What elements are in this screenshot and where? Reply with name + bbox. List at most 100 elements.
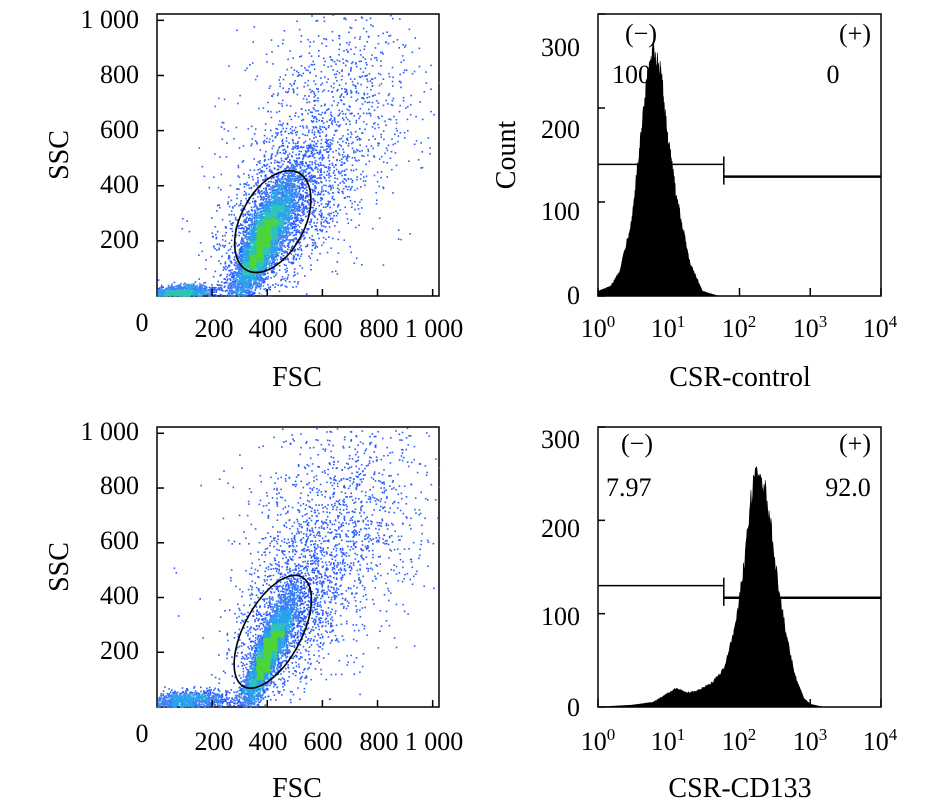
- scatter-point: [319, 174, 321, 176]
- scatter-point: [245, 277, 247, 280]
- scatter-point: [340, 172, 342, 174]
- scatter-point: [280, 130, 283, 132]
- scatter-point: [270, 156, 273, 159]
- scatter-point: [254, 289, 256, 292]
- scatter-point: [269, 202, 271, 204]
- scatter-point: [325, 128, 327, 131]
- scatter-point: [235, 234, 238, 236]
- scatter-point: [291, 178, 294, 180]
- scatter-point: [157, 295, 160, 297]
- scatter-point: [328, 169, 331, 172]
- scatter-point: [387, 103, 389, 105]
- scatter-point: [284, 246, 286, 248]
- scatter-point: [267, 212, 270, 215]
- scatter-point: [233, 138, 235, 140]
- scatter-point: [300, 222, 302, 224]
- scatter-point: [300, 249, 303, 252]
- scatter-point: [327, 90, 330, 92]
- scatter-point: [336, 212, 339, 215]
- scatter-point: [224, 240, 227, 243]
- scatter-point: [242, 233, 245, 235]
- scatter-point: [312, 209, 315, 212]
- scatter-point: [308, 180, 311, 182]
- scatter-point: [302, 133, 304, 136]
- scatter-point: [314, 167, 316, 170]
- scatter-point: [205, 290, 207, 293]
- scatter-point: [365, 163, 367, 166]
- scatter-point: [243, 185, 246, 188]
- scatter-point: [304, 200, 306, 202]
- scatter-point: [344, 113, 347, 115]
- scatter-point: [296, 164, 299, 166]
- scatter-point: [252, 227, 255, 229]
- scatter-point: [285, 91, 287, 93]
- scatter-point: [233, 214, 235, 216]
- scatter-point: [344, 17, 346, 19]
- scatter-point: [251, 220, 254, 223]
- scatter-point: [294, 142, 297, 145]
- scatter-point: [227, 285, 230, 288]
- scatter-point: [314, 190, 316, 193]
- scatter-point: [323, 126, 325, 129]
- scatter-point: [343, 174, 346, 176]
- scatter-point: [213, 176, 215, 178]
- scatter-point: [349, 26, 351, 29]
- scatter-point: [391, 66, 394, 69]
- scatter-point: [360, 83, 362, 86]
- scatter-point: [266, 259, 269, 262]
- scatter-point: [347, 154, 349, 156]
- scatter-point: [228, 283, 230, 285]
- scatter-point: [296, 146, 299, 148]
- scatter-point: [285, 239, 287, 241]
- scatter-point: [391, 138, 393, 140]
- scatter-point: [311, 146, 314, 149]
- scatter-point: [290, 179, 293, 182]
- scatter-point: [295, 189, 297, 192]
- scatter-point: [292, 220, 295, 222]
- scatter-point: [295, 145, 298, 147]
- scatter-point: [327, 126, 330, 129]
- scatter-point: [379, 51, 382, 54]
- scatter-point: [245, 228, 248, 230]
- scatter-point: [246, 184, 248, 186]
- scatter-point: [366, 101, 369, 104]
- scatter-point: [284, 218, 286, 220]
- scatter-point: [247, 293, 250, 296]
- scatter-point: [265, 141, 268, 143]
- scatter-point: [297, 214, 299, 216]
- scatter-point: [223, 286, 226, 289]
- scatter-point: [333, 170, 335, 172]
- scatter-point: [272, 253, 275, 255]
- scatter-point: [238, 275, 241, 277]
- scatter-point: [376, 106, 379, 109]
- scatter-point: [307, 149, 310, 152]
- scatter-point: [346, 42, 348, 44]
- scatter-point: [306, 186, 308, 188]
- scatter-point: [287, 154, 289, 157]
- scatter-point: [257, 285, 260, 287]
- scatter-point: [354, 87, 357, 89]
- scatter-point: [324, 111, 327, 113]
- scatter-point: [314, 242, 317, 245]
- scatter-point: [299, 198, 301, 201]
- scatter-point: [280, 279, 282, 282]
- scatter-point: [258, 208, 261, 211]
- scatter-point: [336, 187, 339, 189]
- scatter-point: [368, 101, 371, 103]
- scatter-point: [231, 222, 234, 225]
- scatter-point: [240, 267, 243, 269]
- scatter-point: [292, 258, 295, 261]
- scatter-point: [186, 220, 188, 222]
- scatter-point: [281, 226, 283, 228]
- scatter-point: [311, 169, 313, 171]
- scatter-point: [345, 82, 347, 85]
- scatter-point: [314, 179, 316, 181]
- scatter-point: [392, 41, 395, 43]
- scatter-point: [280, 278, 283, 281]
- scatter-point: [282, 257, 284, 260]
- scatter-point: [298, 208, 301, 210]
- scatter-point: [237, 283, 239, 286]
- scatter-point: [306, 189, 308, 191]
- scatter-point: [294, 147, 296, 149]
- scatter-point: [343, 88, 346, 90]
